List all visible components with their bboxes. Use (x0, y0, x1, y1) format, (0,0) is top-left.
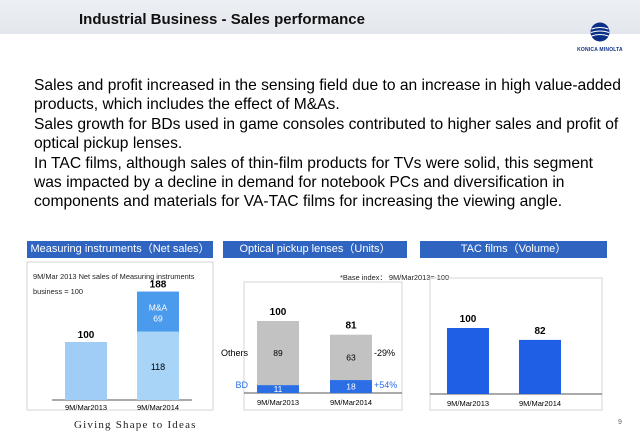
summary-line: Sales growth for BDs used in game consol… (34, 115, 619, 133)
tac-bar (447, 328, 489, 394)
logo-wordmark: KONICA MINOLTA (577, 47, 623, 53)
measuring-mna-segment (137, 291, 179, 332)
tac-chart-frame (429, 277, 603, 411)
summary-line: In TAC films, although sales of thin-fil… (34, 154, 594, 172)
optical-bd-segment (330, 380, 372, 393)
optical-bd-value: 18 (346, 382, 356, 392)
measuring-value-label: 100 (78, 330, 95, 341)
optical-pickup-header: Optical pickup lenses（Units） (223, 241, 407, 258)
measuring-mna-value: 69 (153, 314, 163, 324)
optical-bd-change: +54% (374, 380, 397, 390)
title-bar: Industrial Business - Sales performance (0, 0, 640, 34)
measuring-chart-frame (26, 261, 214, 411)
measuring-x-tick-label: 9M/Mar2013 (65, 403, 107, 412)
footer-tagline: Giving Shape to Ideas (74, 419, 197, 431)
optical-x-tick-label: 9M/Mar2014 (330, 398, 372, 407)
optical-others-value: 63 (346, 352, 356, 362)
optical-total-label: 100 (270, 307, 287, 318)
base-index-note: *Base index： 9M/Mar2013= 100 (340, 273, 450, 282)
tac-films-header: TAC films（Volume） (420, 241, 607, 258)
summary-line: was impacted by a decline in demand for … (34, 174, 565, 192)
tac-x-tick-label: 9M/Mar2013 (447, 399, 489, 408)
optical-others-legend: Others (221, 348, 249, 358)
optical-total-label: 81 (345, 321, 357, 332)
tac-x-tick-label: 9M/Mar2014 (519, 399, 561, 408)
measuring-value-label: 118 (151, 362, 165, 372)
summary-line: components and materials for VA-TAC film… (34, 193, 563, 211)
page-number: 9 (618, 419, 622, 426)
optical-others-segment (257, 321, 299, 386)
tac-value-label: 82 (534, 326, 546, 337)
optical-x-tick-label: 9M/Mar2013 (257, 398, 299, 407)
optical-others-value: 89 (273, 348, 283, 358)
measuring-note-line1: 9M/Mar 2013 Net sales of Measuring instr… (33, 272, 195, 281)
measuring-mna-label: M&A (149, 303, 168, 313)
summary-line: products, which includes the effect of M… (34, 96, 340, 114)
measuring-instruments-header: Measuring instruments（Net sales） (27, 241, 213, 258)
measuring-bar (137, 331, 179, 400)
measuring-bar (65, 342, 107, 400)
company-logo: KONICA MINOLTA (567, 22, 633, 58)
summary-line: Sales and profit increased in the sensin… (34, 77, 621, 94)
optical-bd-segment (257, 385, 299, 393)
optical-others-change: -29% (374, 348, 395, 358)
page-title: Industrial Business - Sales performance (79, 11, 365, 28)
optical-chart-frame (243, 281, 403, 411)
optical-others-segment (330, 334, 372, 381)
summary-line: optical pickup lenses. (34, 135, 183, 153)
tac-value-label: 100 (460, 314, 477, 325)
measuring-note-line2: business = 100 (33, 287, 83, 296)
globe-icon (590, 22, 610, 42)
tac-bar (519, 339, 561, 394)
optical-bd-value: 11 (274, 384, 283, 394)
summary-text: Sales and profit increased in the sensin… (34, 76, 634, 212)
measuring-total-label: 188 (150, 280, 167, 291)
optical-bd-legend: BD (235, 380, 248, 390)
measuring-x-tick-label: 9M/Mar2014 (137, 403, 179, 412)
